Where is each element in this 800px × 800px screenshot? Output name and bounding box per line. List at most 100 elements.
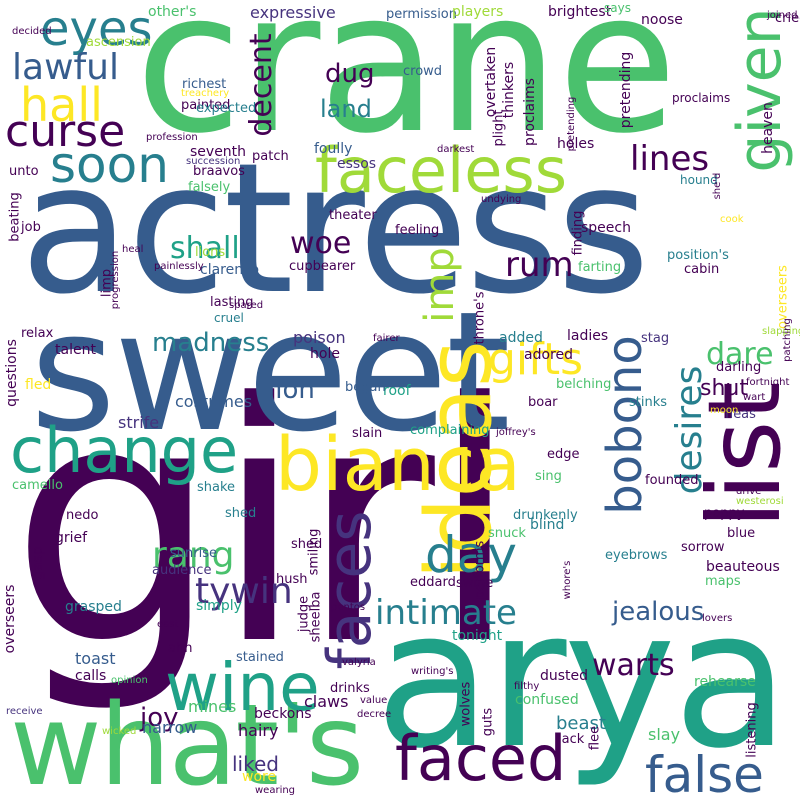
word-talent: talent [55, 342, 96, 358]
word-cupbearer: foully [314, 141, 353, 157]
word-value: pentos [331, 602, 366, 613]
word-sweet: sweet [30, 276, 511, 468]
word-beast: beast [556, 713, 606, 734]
word-poison: poison [293, 328, 346, 347]
word-fleas: fleas [725, 407, 756, 422]
word-listening: listening [744, 702, 760, 758]
word-falsely: lions [195, 245, 226, 260]
word-gifts: gifts [488, 334, 584, 385]
word-joined: progression [110, 250, 121, 310]
word-roof: roof [383, 383, 411, 399]
word-day: day [425, 526, 517, 584]
word-heaven: holes [557, 136, 595, 152]
word-moon: slapping [762, 326, 800, 337]
word-cruel: lasting [210, 295, 254, 310]
word-toast: toast [75, 649, 116, 668]
word-darkest: proclaims [672, 91, 731, 105]
word-beating: treachery [181, 88, 230, 99]
word-lovers: moon [710, 405, 739, 416]
word-fortnight: cook [720, 214, 744, 225]
word-finding: feeling [395, 223, 440, 238]
word-dusted: dusted [540, 668, 589, 684]
word-wolves: wearing [255, 785, 296, 796]
word-girl: girl [10, 333, 521, 717]
word-belching: belching [556, 377, 612, 392]
word-hairy: hairy [238, 721, 279, 740]
word-hound: relax [21, 326, 54, 341]
word-painted: richest [182, 77, 227, 92]
word-blue: poppy [704, 506, 745, 521]
word-shall: shall [170, 231, 240, 266]
word-snuck: snuck [488, 526, 526, 541]
word-calls: calls [75, 668, 107, 684]
word-seventh: braavos [193, 164, 245, 179]
word-faced: faced [395, 722, 567, 795]
word-grasped: grasped [65, 599, 122, 615]
word-wore: opinion [111, 675, 148, 686]
word-eyes: eyes [40, 1, 153, 57]
word-filthy: east [157, 619, 179, 630]
word-cried: painlessly [154, 261, 204, 272]
word-drinks: drinks [330, 681, 370, 696]
word-wicked: value [360, 695, 388, 706]
word-job: decided [12, 26, 52, 37]
word-thinkers: overtaken [483, 46, 499, 118]
word-hell: undying [481, 194, 522, 205]
word-writing-s: joffrey's [496, 427, 536, 438]
word-sunrise: sunrise [170, 546, 217, 561]
word-farting: speech [581, 220, 631, 236]
word-woe: woe [290, 226, 352, 261]
word-wearing: decree [357, 709, 392, 720]
word-patch: seventh [190, 144, 247, 160]
word-narrow: narrow [142, 718, 198, 737]
word-players: permission [386, 7, 457, 22]
word-permission: expressive [250, 3, 336, 22]
word-ladies: added [499, 330, 543, 346]
word-hole: hole [310, 346, 340, 362]
word-succession: heaven [760, 102, 776, 154]
word-tusks: cried [775, 11, 800, 26]
word-foully: essos [337, 156, 377, 172]
word-performs: performs [472, 540, 488, 600]
word-blind: blind [530, 517, 565, 533]
word-joffrey-s: drive [736, 486, 762, 497]
word-joy: joy [140, 703, 179, 733]
word-relax: job [21, 220, 41, 235]
word-decided: succession [186, 156, 241, 167]
word-costumes: costumes [175, 392, 253, 411]
word-beckons: beckons [254, 706, 312, 722]
word-audience: audience [152, 563, 212, 578]
word-wart: she'd [712, 172, 723, 200]
word-warts: warts [592, 648, 675, 683]
word-opinion: writing's [411, 666, 454, 677]
word-false: false [645, 746, 764, 800]
word-eyebrows: eyebrows [605, 548, 668, 563]
word-ahh: ahh [168, 641, 193, 656]
word-swine: swine [456, 576, 494, 591]
word-lack: lack [558, 732, 585, 747]
word-east: westerosi [736, 496, 784, 507]
word-rehearse: rehearse [694, 674, 756, 690]
word-sing: sing [535, 469, 562, 484]
word-she-d: position's [667, 248, 729, 263]
word-camello: nedo [66, 508, 99, 523]
word-limp: unto [9, 164, 39, 179]
word-progression: wolves [458, 681, 474, 727]
word-smiling: smiling [306, 528, 322, 576]
word-richest: ascension [86, 35, 151, 50]
word-founded: darling [716, 360, 762, 375]
word-lions: clarenzo [200, 262, 260, 278]
word-treachery: darkest [437, 144, 475, 155]
word-drive: patching [782, 318, 793, 362]
word-stinks: stinks [629, 395, 668, 410]
word-crane: crane [135, 0, 677, 176]
word-westerosi: fortnight [746, 377, 790, 388]
word-undying: spared [229, 300, 264, 311]
word-slapping: throne's [472, 291, 488, 345]
word-fled: fled [25, 377, 52, 393]
word-wine: wine [165, 649, 320, 726]
word-pretending: pretending [618, 51, 634, 129]
word-ascension: noose [641, 12, 683, 28]
word-stag: ladies [567, 328, 609, 344]
word-tonight: tonight [452, 628, 503, 644]
